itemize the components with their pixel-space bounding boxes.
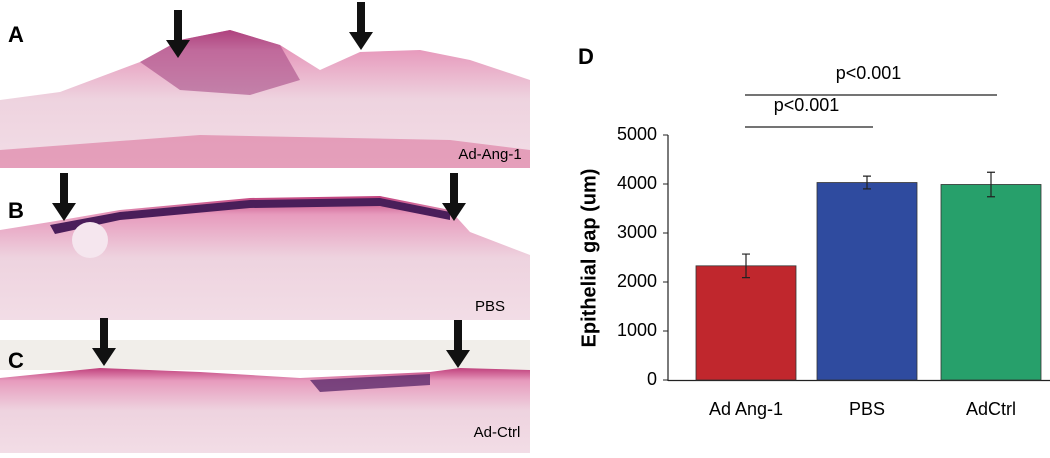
y-axis-label: Epithelial gap (um) <box>578 169 600 348</box>
panel-label: C <box>8 348 24 373</box>
bar <box>816 182 918 381</box>
y-tick-label: 4000 <box>617 173 657 193</box>
error-bar <box>987 171 995 198</box>
panel-label: B <box>8 198 24 223</box>
image-caption: PBS <box>475 298 505 315</box>
significance-label: p<0.001 <box>774 95 840 115</box>
arrows <box>52 2 470 368</box>
image-caption: Ad-Ang-1 <box>458 146 521 163</box>
image-caption: Ad-Ctrl <box>474 424 521 441</box>
panel-label: A <box>8 22 24 47</box>
histology-a <box>0 30 530 168</box>
y-tick-label: 3000 <box>617 222 657 242</box>
x-tick-label: PBS <box>849 399 885 419</box>
y-tick-label: 1000 <box>617 320 657 340</box>
y-tick-label: 5000 <box>617 124 657 144</box>
x-tick-label: AdCtrl <box>966 399 1016 419</box>
histology-b <box>0 196 530 320</box>
y-tick-label: 2000 <box>617 271 657 291</box>
bar <box>695 265 797 381</box>
significance-label: p<0.001 <box>836 63 902 83</box>
error-bar <box>863 175 871 190</box>
panel-label: D <box>578 44 594 69</box>
x-tick-label: Ad Ang-1 <box>709 399 783 419</box>
bar <box>940 184 1042 381</box>
y-tick-label: 0 <box>647 369 657 389</box>
error-bar <box>742 253 750 279</box>
histology-c <box>0 340 530 453</box>
